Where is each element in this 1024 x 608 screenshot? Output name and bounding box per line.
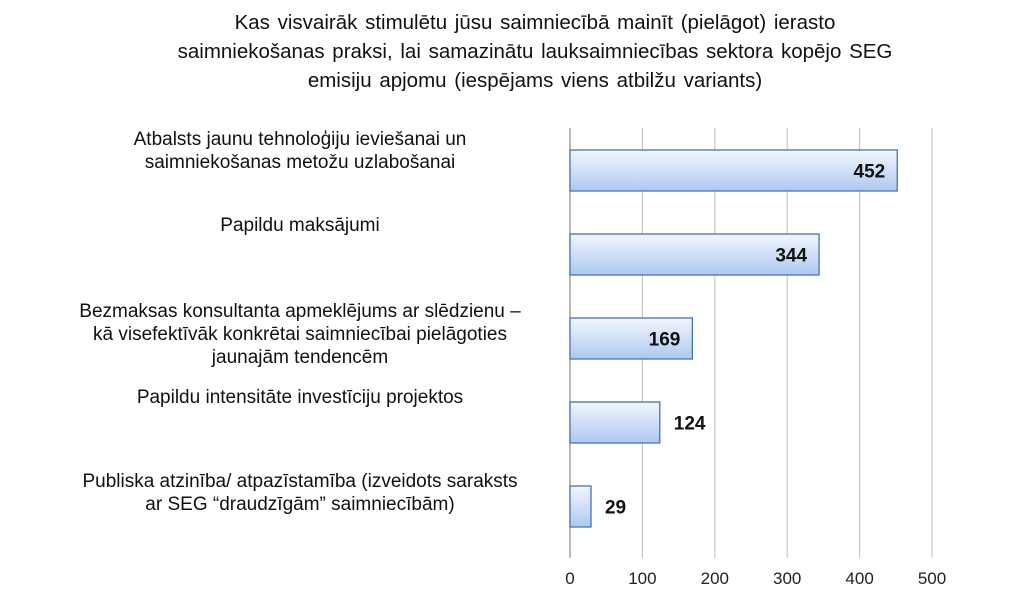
- category-label: Bezmaksas konsultanta apmeklējums ar slē…: [40, 300, 560, 369]
- x-tick-label: 300: [773, 569, 801, 588]
- bars: [569, 149, 898, 528]
- category-label-line: Papildu intensitāte investīciju projekto…: [136, 387, 464, 408]
- category-label-line: Atbalsts jaunu tehnoloģiju ieviešanai un: [133, 129, 467, 150]
- data-labels: 452 344 169 124 29: [605, 162, 885, 519]
- data-label: 124: [674, 414, 706, 435]
- chart-title-line: Kas visvairāk stimulētu jūsu saimniecībā…: [234, 11, 836, 34]
- category-label: Papildu intensitāte investīciju projekto…: [40, 386, 560, 409]
- bar: [569, 233, 820, 276]
- x-axis-ticks: 0 100 200 300 400 500: [565, 569, 946, 588]
- x-tick-label: 100: [628, 569, 656, 588]
- chart-title: Kas visvairāk stimulētu jūsu saimniecībā…: [120, 8, 950, 95]
- category-label-line: Bezmaksas konsultanta apmeklējums ar slē…: [79, 301, 521, 322]
- category-label: Publiska atzinība/ atpazīstamība (izveid…: [40, 470, 560, 516]
- x-tick-label: 500: [918, 569, 946, 588]
- bar: [569, 317, 694, 360]
- category-label-line: Publiska atzinība/ atpazīstamība (izveid…: [82, 471, 518, 492]
- category-label: Papildu maksājumi: [40, 214, 560, 237]
- bar: [569, 401, 661, 444]
- category-label-line: kā visefektīvāk konkrētai saimniecībai p…: [93, 324, 507, 345]
- bar: [569, 485, 592, 528]
- data-label: 169: [649, 330, 681, 351]
- bar: [569, 149, 898, 192]
- chart-title-line: emisiju apjomu (iespējams viens atbilžu …: [307, 69, 763, 92]
- category-label-line: ar SEG “draudzīgām” saimniecībām): [145, 494, 455, 515]
- data-label: 452: [854, 162, 886, 183]
- chart-title-line: saimniekošanas praksi, lai samazinātu la…: [177, 40, 893, 63]
- category-label-line: saimniekošanas metožu uzlabošanai: [144, 152, 456, 173]
- category-label-line: jaunajām tendencēm: [211, 347, 389, 368]
- x-tick-label: 400: [845, 569, 873, 588]
- data-label: 344: [775, 246, 807, 267]
- data-label: 29: [605, 498, 626, 519]
- x-tick-label: 0: [565, 569, 574, 588]
- category-label-line: Papildu maksājumi: [220, 215, 380, 236]
- x-tick-label: 200: [701, 569, 729, 588]
- category-label: Atbalsts jaunu tehnoloģiju ieviešanai un…: [40, 128, 560, 174]
